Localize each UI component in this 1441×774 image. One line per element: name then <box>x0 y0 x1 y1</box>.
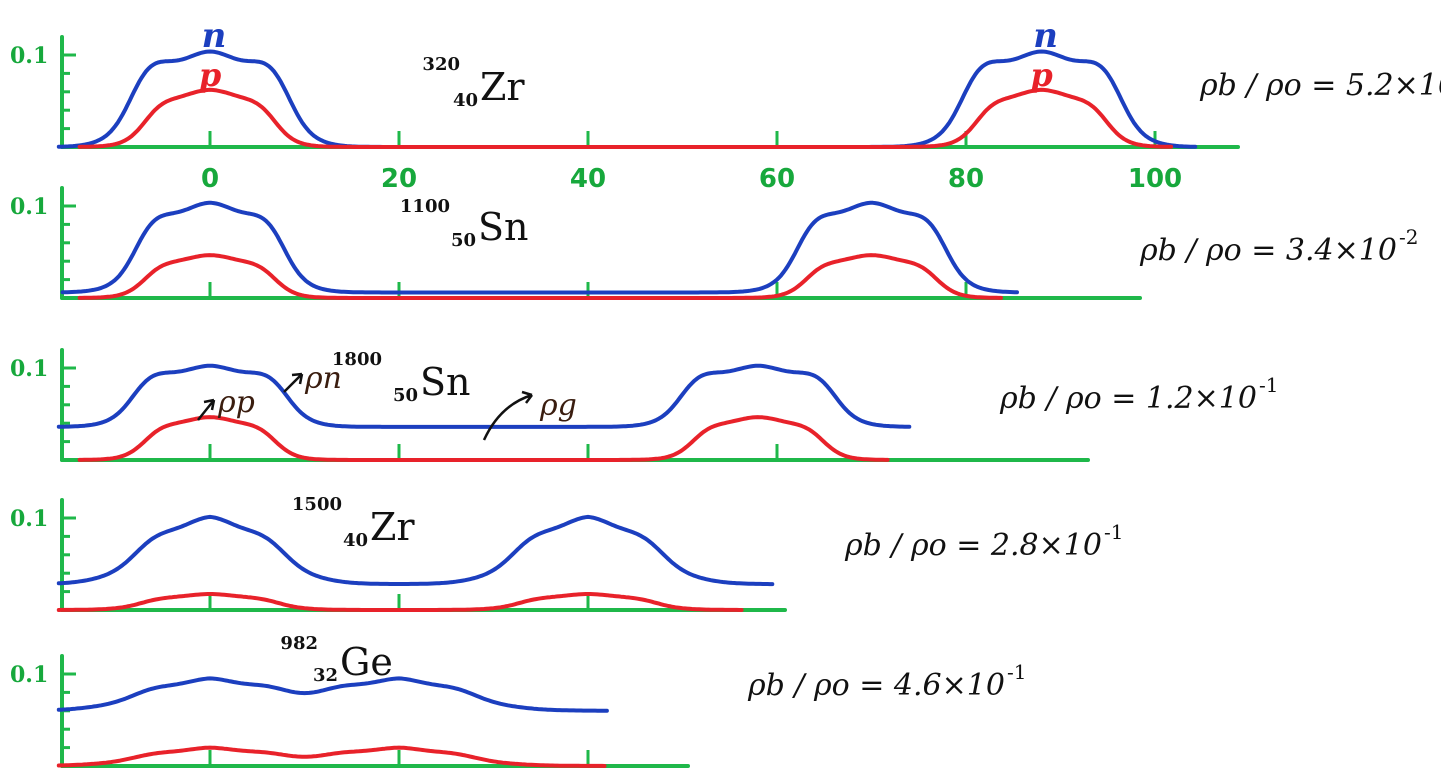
density-ratio-label: ρb / ρo = 2.8×10 <box>844 528 1102 563</box>
nucleus-charge-number: 50 <box>393 385 418 406</box>
y-tick-label: 0.1 <box>10 356 48 382</box>
series-n-line <box>56 676 609 713</box>
series-n-line <box>56 363 912 429</box>
y-tick-label: 0.1 <box>10 43 48 69</box>
nucleus-charge-number: 32 <box>313 665 338 686</box>
panel-3: 0.1 ρp ρn ρg 1800 50 Sn ρb / ρo = 1.2×10 -1 <box>10 348 1278 462</box>
panel-5: 0.1 982 32 Ge ρb / ρo = 4.6×10 -1 <box>10 633 1026 768</box>
density-ratio-exponent: -1 <box>1007 660 1026 684</box>
density-ratio-label: ρb / ρo = 1.2×10 <box>999 381 1257 416</box>
density-ratio-exponent: -1 <box>1259 373 1278 397</box>
rho-p-annotation: ρp <box>217 385 255 420</box>
neutron-curve-label: n <box>1033 16 1058 56</box>
arrow-icon <box>197 398 216 421</box>
series-p-line <box>77 87 1174 149</box>
density-ratio-label: ρb / ρo = 3.4×10 <box>1139 233 1397 268</box>
rho-g-annotation: ρg <box>539 388 577 423</box>
x-tick-label: 0 <box>201 164 219 194</box>
neutron-curve-label: n <box>202 16 227 56</box>
nucleus-charge-number: 40 <box>343 530 368 551</box>
x-tick-label: 20 <box>381 164 417 194</box>
x-tick-label: 80 <box>948 164 984 194</box>
series-n-line <box>56 49 1198 149</box>
y-tick-label: 0.1 <box>10 662 48 688</box>
x-tick-label: 100 <box>1128 164 1182 194</box>
series-p-line <box>77 415 890 462</box>
density-ratio-exponent: -2 <box>1399 225 1418 249</box>
nucleus-charge-number: 50 <box>451 230 476 251</box>
series-p-line <box>56 592 744 612</box>
nucleus-symbol: Zr <box>370 505 415 549</box>
nucleus-mass-number: 1500 <box>292 494 342 515</box>
series-p-line <box>77 253 1003 300</box>
series-n-line <box>56 514 775 587</box>
density-ratio-exponent: -1 <box>1104 520 1123 544</box>
nucleus-symbol: Ge <box>340 640 393 684</box>
nucleus-mass-number: 1800 <box>332 349 382 370</box>
nucleus-symbol: Sn <box>420 360 471 404</box>
series-n-line <box>60 200 1019 295</box>
series-p-line <box>56 745 607 768</box>
y-tick-label: 0.1 <box>10 194 48 220</box>
rho-n-annotation: ρn <box>304 361 342 396</box>
density-ratio-label: ρb / ρo = 4.6×10 <box>747 668 1005 703</box>
nucleus-symbol: Zr <box>480 65 525 109</box>
nucleus-mass-number: 982 <box>280 633 318 654</box>
proton-curve-label: p <box>1030 56 1052 94</box>
y-tick-label: 0.1 <box>10 506 48 532</box>
x-tick-label: 60 <box>759 164 795 194</box>
arrow-icon <box>283 372 304 393</box>
nucleus-charge-number: 40 <box>453 90 478 111</box>
nucleus-symbol: Sn <box>478 205 529 249</box>
nucleus-mass-number: 1100 <box>400 196 450 217</box>
density-ratio-label: ρb / ρo = 5.2×10 <box>1199 68 1441 103</box>
arrow-icon <box>482 390 533 441</box>
x-tick-label: 40 <box>570 164 606 194</box>
nucleus-mass-number: 320 <box>422 54 460 75</box>
proton-curve-label: p <box>199 56 221 94</box>
